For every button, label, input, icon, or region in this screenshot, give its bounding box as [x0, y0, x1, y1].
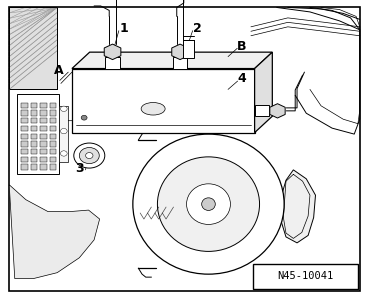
Circle shape — [79, 148, 99, 164]
Bar — [31, 149, 37, 154]
Bar — [21, 118, 28, 123]
Bar — [50, 157, 56, 162]
Polygon shape — [9, 7, 57, 89]
Polygon shape — [9, 185, 100, 279]
Circle shape — [81, 115, 87, 120]
Bar — [50, 149, 56, 154]
Polygon shape — [255, 52, 272, 133]
Polygon shape — [72, 52, 272, 69]
Text: 3: 3 — [75, 162, 84, 175]
Bar — [40, 110, 47, 116]
Circle shape — [61, 128, 67, 134]
Bar — [50, 110, 56, 116]
Bar — [17, 94, 59, 174]
Bar — [50, 164, 56, 170]
Circle shape — [74, 143, 105, 168]
Text: B: B — [237, 40, 246, 53]
Ellipse shape — [202, 198, 215, 210]
Bar — [31, 141, 37, 147]
Bar — [21, 103, 28, 108]
Bar — [50, 141, 56, 147]
Bar — [40, 164, 47, 170]
Bar — [50, 118, 56, 123]
Bar — [21, 157, 28, 162]
Circle shape — [61, 106, 67, 111]
Bar — [31, 134, 37, 139]
Bar — [21, 164, 28, 170]
Bar — [50, 126, 56, 131]
Bar — [40, 149, 47, 154]
Bar — [31, 126, 37, 131]
Bar — [183, 40, 194, 58]
Bar — [40, 141, 47, 147]
Bar — [59, 106, 68, 162]
Text: 4: 4 — [237, 72, 246, 86]
Bar — [21, 126, 28, 131]
Bar — [31, 164, 37, 170]
Bar — [31, 157, 37, 162]
Bar — [255, 105, 269, 116]
Bar — [21, 141, 28, 147]
Circle shape — [86, 153, 93, 159]
Polygon shape — [172, 44, 189, 60]
Bar — [40, 126, 47, 131]
Ellipse shape — [158, 157, 259, 252]
Bar — [105, 57, 120, 69]
Circle shape — [61, 151, 67, 156]
Bar — [50, 134, 56, 139]
Text: A: A — [54, 63, 64, 77]
Bar — [50, 103, 56, 108]
Text: N45-10041: N45-10041 — [277, 271, 334, 281]
Bar — [31, 103, 37, 108]
Bar — [21, 149, 28, 154]
Bar — [40, 118, 47, 123]
Bar — [40, 157, 47, 162]
Bar — [253, 264, 358, 289]
Bar — [40, 134, 47, 139]
Bar — [21, 134, 28, 139]
Ellipse shape — [141, 103, 165, 115]
Bar — [31, 110, 37, 116]
Text: 2: 2 — [193, 22, 202, 35]
Bar — [72, 69, 255, 133]
Bar — [40, 103, 47, 108]
Text: 1: 1 — [119, 22, 128, 35]
Polygon shape — [270, 104, 285, 118]
Ellipse shape — [133, 134, 284, 274]
Polygon shape — [104, 44, 121, 60]
Ellipse shape — [187, 184, 230, 224]
Bar — [173, 57, 187, 69]
Bar — [31, 118, 37, 123]
Polygon shape — [280, 170, 315, 243]
Bar — [21, 110, 28, 116]
